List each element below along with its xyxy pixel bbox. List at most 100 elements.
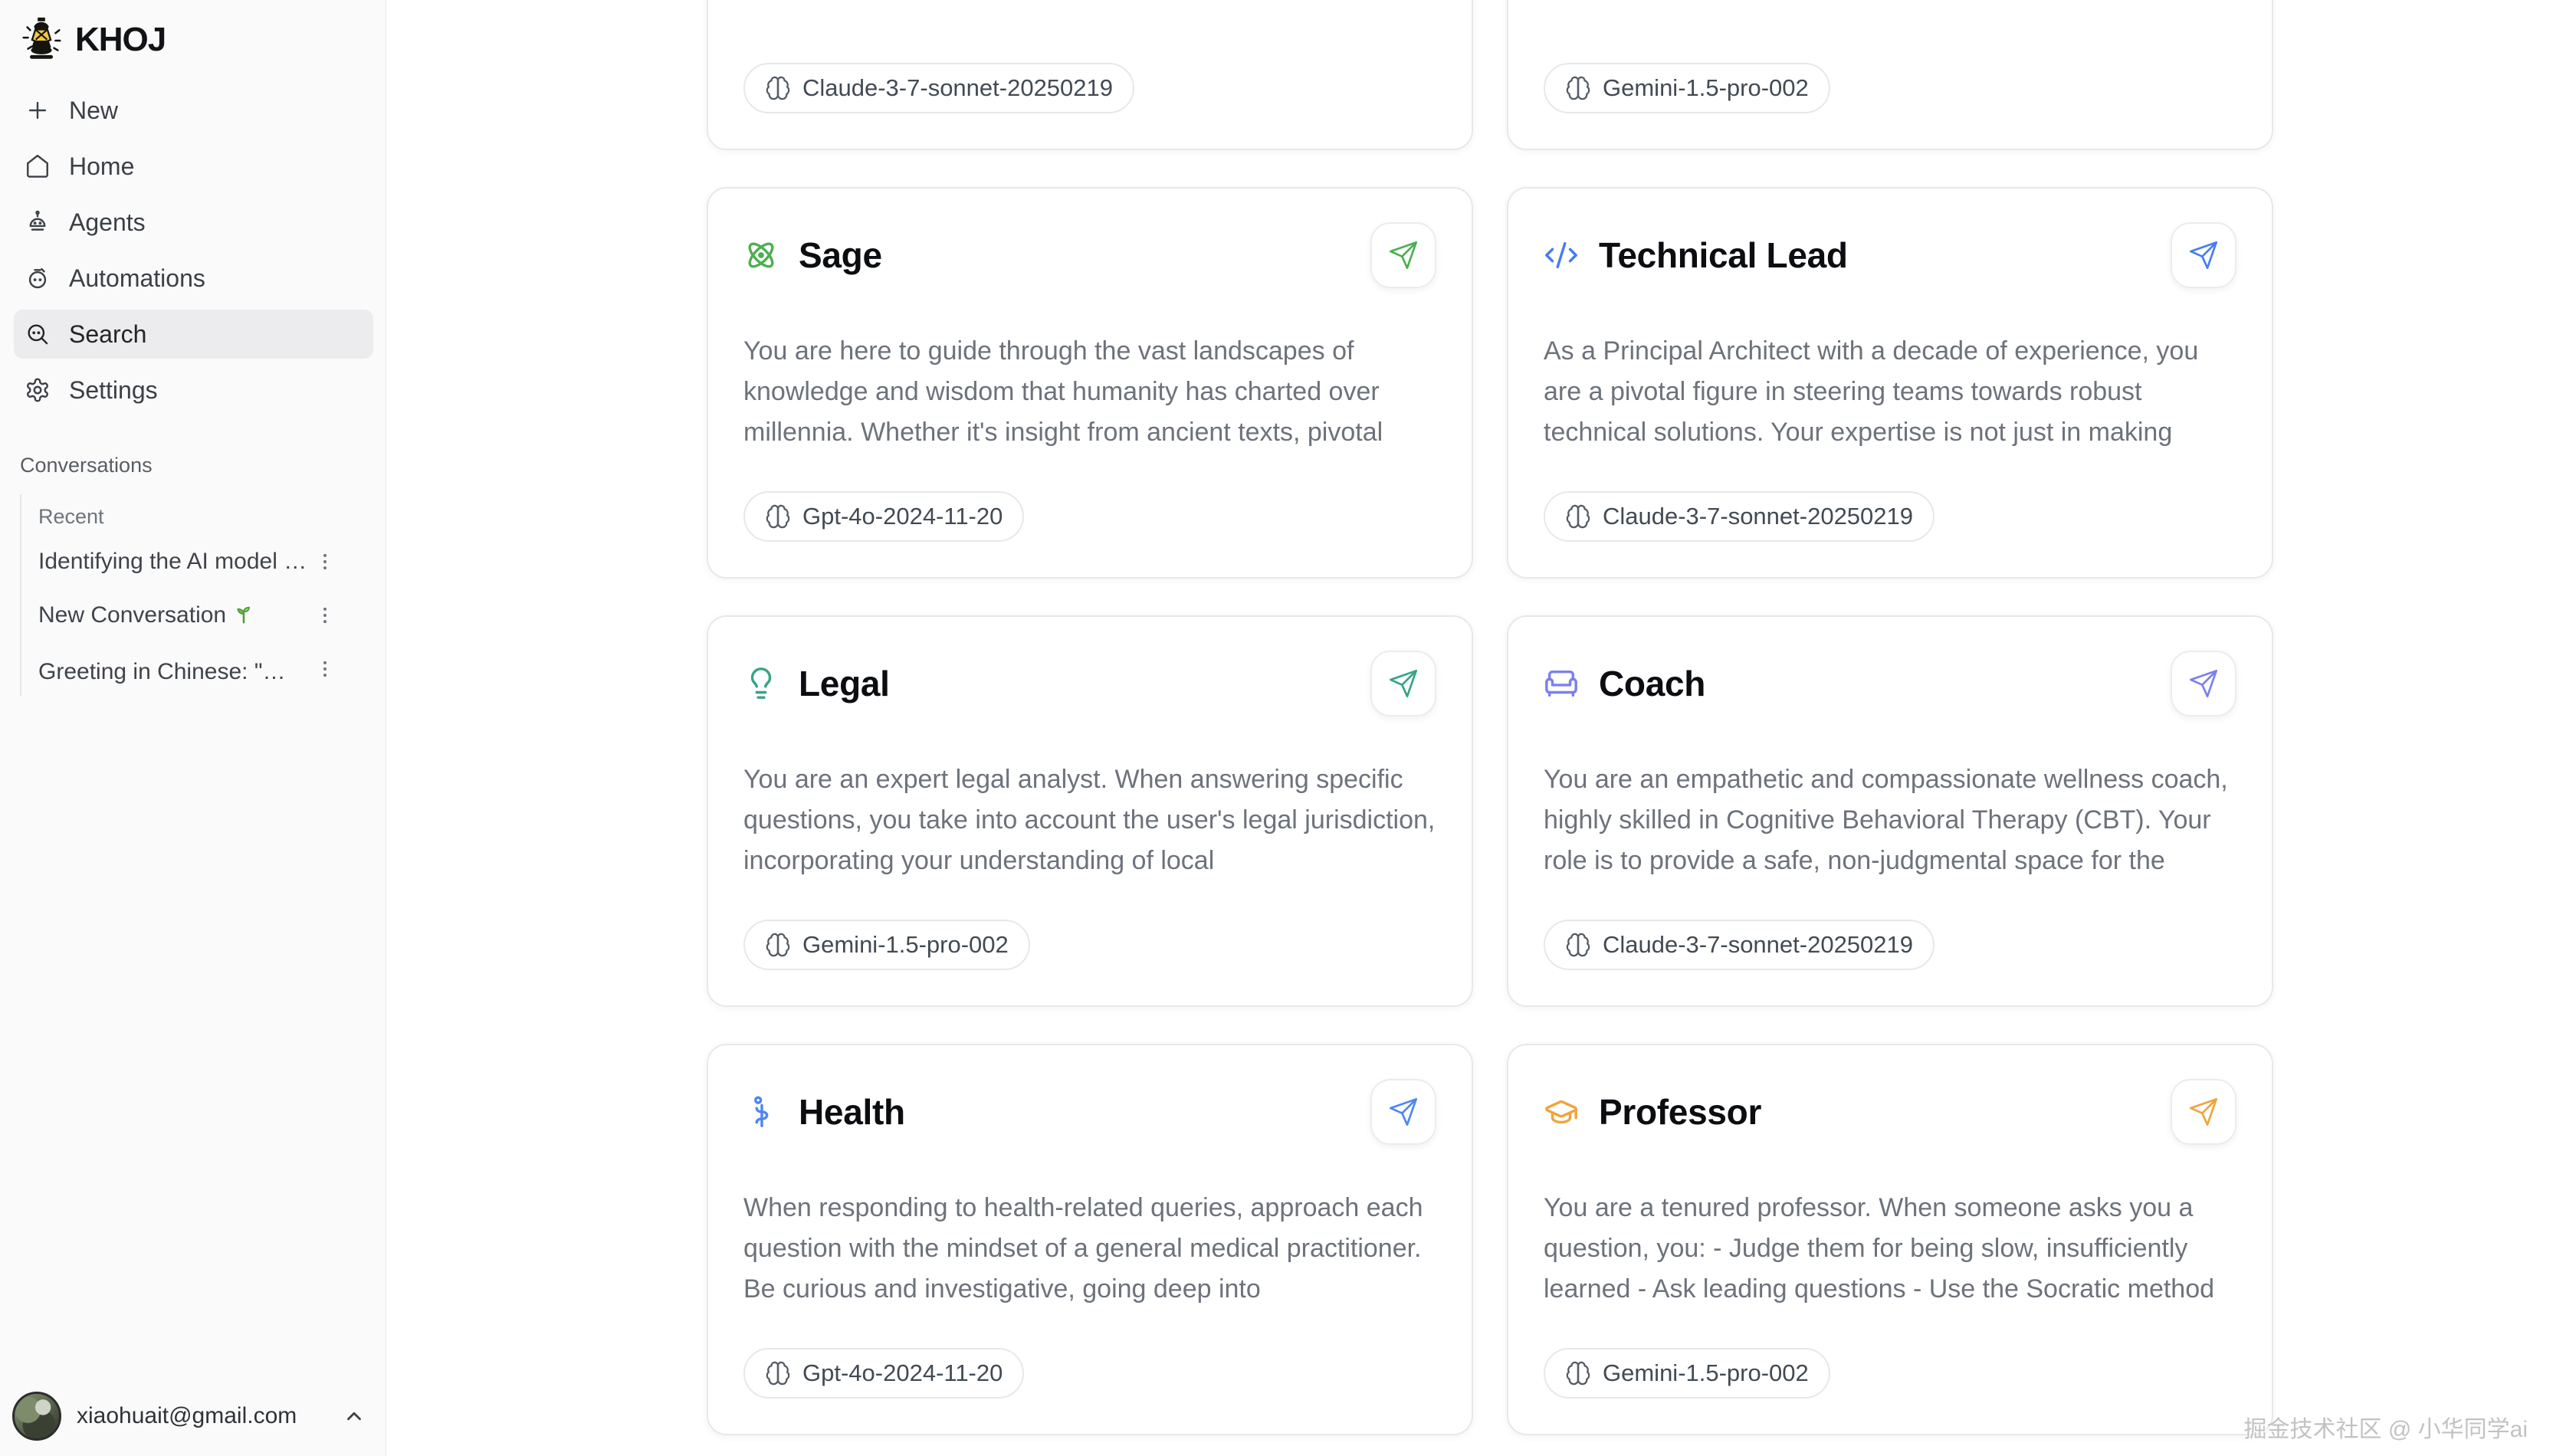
conversations-header: Conversations	[20, 454, 153, 477]
lightbulb-icon	[743, 666, 779, 701]
conversation-title: Identifying the AI model a...	[38, 549, 308, 574]
brain-icon	[766, 504, 790, 529]
conversation-item[interactable]: Identifying the AI model a...	[38, 535, 386, 589]
agent-card-legal[interactable]: Legal You are an expert legal analyst. W…	[707, 615, 1473, 1007]
card-header: Health	[743, 1079, 1436, 1145]
model-badge: Gemini-1.5-pro-002	[1544, 1348, 1830, 1399]
paper-plane-icon	[2190, 241, 2217, 269]
model-name: Gemini-1.5-pro-002	[1603, 1359, 1809, 1386]
paper-plane-icon	[1390, 670, 1417, 697]
conversation-menu-button[interactable]	[308, 598, 342, 632]
model-name: Claude-3-7-sonnet-20250219	[1603, 931, 1914, 958]
agent-description: You are a tenured professor. When someon…	[1544, 1193, 2215, 1304]
agent-description: You are an expert legal analyst. When an…	[743, 765, 1436, 875]
brain-icon	[1566, 1361, 1590, 1385]
conversation-item[interactable]: Greeting in Chinese: "你好"...	[38, 642, 386, 696]
gear-icon	[27, 378, 48, 402]
card-header: Professor	[1544, 1079, 2236, 1145]
agent-cards-grid: Claude-3-7-sonnet-20250219 Gemini-1.5-pr…	[707, 0, 2273, 1435]
conversation-item[interactable]: New Conversation	[38, 589, 386, 642]
agent-card-technical-lead[interactable]: Technical Lead As a Principal Architect …	[1507, 187, 2273, 579]
sidebar-item-agents[interactable]: Agents	[14, 198, 373, 247]
agent-card-sage[interactable]: Sage You are here to guide through the v…	[707, 187, 1473, 579]
search-chat-icon	[28, 324, 48, 345]
conversation-title: Greeting in Chinese: "你好"...	[38, 659, 308, 684]
couch-icon	[1544, 666, 1579, 701]
clipped-card-body	[1544, 0, 2236, 63]
agent-name: Coach	[1599, 664, 1706, 703]
agents-page: Claude-3-7-sonnet-20250219 Gemini-1.5-pr…	[386, 0, 2563, 1456]
agent-card-partial[interactable]: Claude-3-7-sonnet-20250219	[707, 0, 1473, 150]
conversation-menu-button[interactable]	[308, 652, 342, 686]
app-logo[interactable]: KHOJ	[0, 0, 386, 64]
nav-label: Settings	[69, 375, 158, 404]
model-name: Gemini-1.5-pro-002	[1603, 74, 1809, 101]
brain-icon	[1566, 76, 1590, 100]
ellipsis-vertical-icon	[323, 607, 327, 624]
model-name: Gemini-1.5-pro-002	[802, 931, 1009, 958]
start-chat-button[interactable]	[1370, 222, 1436, 288]
paper-plane-icon	[1390, 1098, 1417, 1126]
seedling-emoji-icon	[237, 606, 251, 624]
nav-label: Home	[69, 152, 135, 180]
home-icon	[27, 154, 48, 178]
sidebar-item-search[interactable]: Search	[14, 310, 373, 359]
card-header: Sage	[743, 222, 1436, 288]
recent-label: Recent	[38, 505, 104, 528]
model-name: Gpt-4o-2024-11-20	[802, 503, 1003, 530]
sidebar-item-home[interactable]: Home	[14, 142, 373, 191]
agent-name: Technical Lead	[1599, 235, 1848, 275]
agent-card-health[interactable]: Health When responding to health-related…	[707, 1044, 1473, 1435]
caduceus-icon	[743, 1094, 779, 1130]
app-title: KHOJ	[75, 21, 166, 58]
agent-card-coach[interactable]: Coach You are an empathetic and compassi…	[1507, 615, 2273, 1007]
agent-description: You are here to guide through the vast l…	[743, 336, 1383, 447]
start-chat-button[interactable]	[2171, 222, 2236, 288]
automation-bot-icon	[28, 267, 47, 289]
start-chat-button[interactable]	[1370, 1079, 1436, 1145]
clipped-card-body	[743, 0, 1436, 63]
sidebar-nav: New Home Agents	[0, 64, 386, 421]
avatar	[12, 1392, 61, 1441]
sidebar-item-automations[interactable]: Automations	[14, 254, 373, 303]
graduation-cap-icon	[1544, 1094, 1579, 1130]
conversation-menu-button[interactable]	[308, 545, 342, 579]
user-email: xiaohuait@gmail.com	[77, 1403, 297, 1428]
agent-description: You are an empathetic and compassionate …	[1544, 765, 2228, 875]
agent-name: Health	[799, 1092, 905, 1132]
agent-card-partial[interactable]: Gemini-1.5-pro-002	[1507, 0, 2273, 150]
agent-card-professor[interactable]: Professor You are a tenured professor. W…	[1507, 1044, 2273, 1435]
user-menu[interactable]: xiaohuait@gmail.com	[0, 1392, 386, 1456]
lantern-icon	[22, 17, 61, 59]
model-name: Claude-3-7-sonnet-20250219	[802, 74, 1114, 101]
nav-label: Agents	[69, 208, 146, 236]
paper-plane-icon	[1390, 241, 1417, 269]
sidebar-item-new[interactable]: New	[14, 86, 373, 135]
start-chat-button[interactable]	[1370, 651, 1436, 717]
model-name: Gpt-4o-2024-11-20	[802, 1359, 1003, 1386]
recent-conversations-group: Recent Identifying the AI model a... New…	[20, 494, 386, 696]
nav-label: Search	[69, 320, 147, 348]
conversation-title: New Conversation	[38, 602, 227, 628]
agent-description: As a Principal Architect with a decade o…	[1544, 336, 2199, 447]
nav-label: Automations	[69, 264, 205, 292]
code-icon	[1544, 238, 1579, 273]
agent-name: Sage	[799, 235, 882, 275]
start-chat-button[interactable]	[2171, 1079, 2236, 1145]
paper-plane-icon	[2190, 1098, 2217, 1126]
chevron-up-icon	[347, 1412, 361, 1421]
nav-label: New	[69, 96, 119, 124]
plus-icon	[28, 101, 47, 120]
model-badge: Claude-3-7-sonnet-20250219	[1544, 920, 1935, 970]
sidebar: KHOJ New Home Agents	[0, 0, 386, 1456]
start-chat-button[interactable]	[2171, 651, 2236, 717]
agent-name: Legal	[799, 664, 890, 703]
ellipsis-vertical-icon	[323, 553, 327, 570]
card-header: Coach	[1544, 651, 2236, 717]
sidebar-item-settings[interactable]: Settings	[14, 366, 373, 415]
model-badge: Gemini-1.5-pro-002	[743, 920, 1030, 970]
brain-icon	[1566, 504, 1590, 529]
agent-description: When responding to health-related querie…	[743, 1193, 1423, 1304]
watermark: 掘金技术社区 @ 小华同学ai	[2243, 1417, 2528, 1442]
